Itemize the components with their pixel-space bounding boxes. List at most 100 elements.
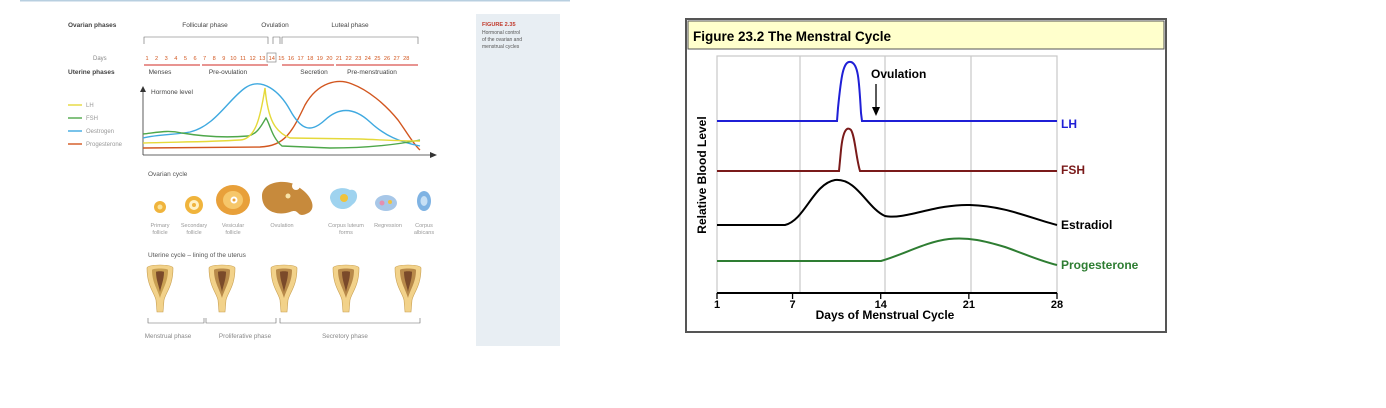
day-number: 20 [326, 56, 332, 62]
chart-frame [685, 18, 1167, 333]
ovulation-icon [262, 181, 313, 215]
day-number: 16 [288, 56, 294, 62]
day-number: 24 [365, 56, 371, 62]
day-number: 1 [145, 56, 148, 62]
day-number: 27 [393, 56, 399, 62]
caption-panel [476, 14, 560, 346]
day-number: 13 [259, 56, 265, 62]
ovarian-phase-brackets [143, 36, 419, 44]
day-number: 17 [297, 56, 303, 62]
menstrual-phase-label: Menstrual phase [145, 333, 192, 340]
follicle-stage-label: Regression [374, 223, 402, 229]
uterine-phase-pre-menstruation: Pre-menstruation [347, 69, 397, 76]
day-number: 4 [174, 56, 177, 62]
day-number: 25 [374, 56, 380, 62]
figure-label: FIGURE 2.35 [482, 22, 516, 28]
grid [799, 56, 972, 293]
secondary-follicle-icon [185, 196, 203, 214]
fsh-curve [717, 127, 1057, 172]
top-rule [20, 0, 570, 2]
series-label-lh: LH [1061, 117, 1077, 131]
day-number: 9 [222, 56, 225, 62]
series-label-fsh: FSH [1061, 163, 1085, 177]
hormone-y-arrow [140, 86, 146, 92]
days-label: Days [93, 56, 107, 62]
day-number: 18 [307, 56, 313, 62]
follicle-labels: PrimaryfollicleSecondaryfollicleVesicula… [151, 223, 435, 236]
x-tick-label: 1 [714, 299, 720, 311]
day-number: 15 [278, 56, 284, 62]
corpus-albicans-icon [417, 191, 431, 211]
hormone-x-arrow [430, 152, 437, 158]
uterine-phase-secretion: Secretion [300, 69, 328, 76]
curve-oestrogen [142, 83, 421, 147]
primary-follicle-icon [154, 201, 166, 213]
figure-caption-line-1: Hormonal control [482, 30, 520, 36]
day-number: 3 [165, 56, 168, 62]
follicle-stage-label: Corpus luteum [328, 223, 364, 229]
series-label-estradiol: Estradiol [1061, 218, 1112, 232]
progesterone-curve [717, 237, 1058, 266]
lh-curve [717, 60, 1057, 122]
figure-caption-line-3: menstrual cycles [482, 44, 520, 50]
day-number: 6 [193, 56, 196, 62]
uterine-lining-stages [146, 264, 422, 313]
day-number: 5 [184, 56, 187, 62]
follicle-stage-label: follicle [225, 230, 240, 236]
day-number: 12 [249, 56, 255, 62]
ovulation-label: Ovulation [871, 67, 926, 81]
menstrual-cycle-chart: Figure 23.2 The Menstral Cycle Ovulation… [685, 18, 1167, 333]
secretory-phase-label: Secretory phase [322, 333, 368, 340]
ovarian-cycle-title: Ovarian cycle [148, 171, 188, 178]
title-bar [687, 20, 1165, 50]
follicle-stage-label: Secondary [181, 223, 208, 229]
legend-fsh: FSH [86, 116, 98, 122]
series-label-progesterone: Progesterone [1061, 258, 1139, 272]
legend-progesterone: Progesterone [86, 142, 123, 148]
uterine-cycle-title: Uterine cycle – lining of the uterus [148, 252, 247, 259]
follicle-stage-label: Corpus [415, 223, 433, 229]
ovarian-phase-luteal: Luteal phase [331, 22, 369, 29]
uterus-icon [208, 264, 236, 313]
regression-icon [375, 195, 397, 211]
day-number: 21 [336, 56, 342, 62]
x-axis-label: Days of Menstrual Cycle [816, 308, 955, 322]
uterus-icon [270, 264, 298, 313]
ovarian-phase-follicular: Follicular phase [182, 22, 228, 29]
follicle-stage-label: follicle [186, 230, 201, 236]
chart-title: Figure 23.2 The Menstral Cycle [693, 29, 892, 44]
follicle-stage-label: forms [339, 230, 353, 236]
uterine-phase-pre-ovulation: Pre-ovulation [209, 69, 248, 76]
day-number: 7 [203, 56, 206, 62]
day-number-row: 1 2 3 4 5 6 7 8 9 10 11 12 13 14 15 16 17 18 19 20 21 22 23 24 2… [145, 56, 409, 62]
uterine-phase-menses: Menses [149, 69, 173, 76]
uterus-icon [146, 264, 174, 313]
hormone-curves [142, 80, 421, 151]
ovulation-day-box [266, 52, 277, 63]
hormone-axis-label: Hormone level [151, 89, 193, 96]
follicle-stage-label: Primary [151, 223, 170, 229]
day-number: 11 [240, 56, 246, 62]
ovarian-phase-ovulation: Ovulation [261, 22, 289, 29]
uterine-phases-label: Uterine phases [68, 69, 115, 76]
follicle-stage-label: follicle [152, 230, 167, 236]
figure-caption-line-2: of the ovarian and [482, 37, 522, 43]
x-tick-label: 7 [789, 299, 795, 311]
day-number: 22 [345, 56, 351, 62]
uterus-icon [332, 264, 360, 313]
legend-oestrogen: Oestrogen [86, 129, 114, 135]
proliferative-phase-label: Proliferative phase [219, 333, 272, 340]
day-number: 28 [403, 56, 409, 62]
curve-lh [142, 87, 421, 144]
curve-fsh [142, 116, 421, 149]
day-number: 10 [230, 56, 236, 62]
x-tick-label: 14 [875, 299, 888, 311]
follicle-stage-label: Ovulation [270, 223, 293, 229]
day-number: 2 [155, 56, 158, 62]
y-axis-label: Relative Blood Level [695, 116, 709, 233]
x-tick-label: 28 [1051, 299, 1063, 311]
legend-lh: LH [86, 103, 94, 109]
day-number: 8 [213, 56, 216, 62]
curve-progesterone [142, 80, 421, 151]
corpus-luteum-icon [330, 188, 358, 210]
